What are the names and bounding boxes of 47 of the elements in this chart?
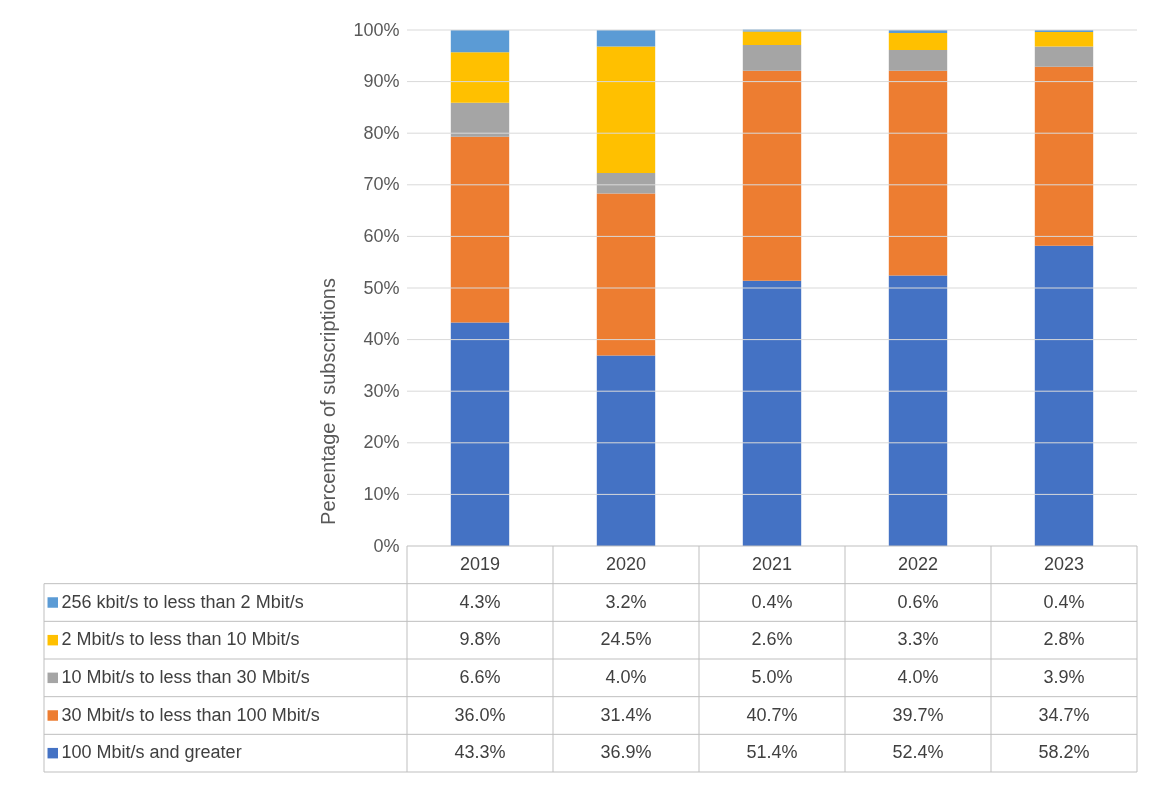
legend-label: 256 kbit/s to less than 2 Mbit/s bbox=[61, 591, 304, 612]
data-label: 43.3% bbox=[454, 742, 506, 763]
y-tick-label: 40% bbox=[363, 329, 400, 350]
x-tick-label: 2020 bbox=[605, 553, 647, 574]
y-axis-title: Percentage of subscriptions bbox=[317, 278, 340, 525]
data-label: 4.0% bbox=[605, 666, 647, 687]
data-label: 6.6% bbox=[459, 666, 501, 687]
data-label: 39.7% bbox=[892, 704, 944, 725]
x-tick-label: 2019 bbox=[459, 553, 501, 574]
y-tick-label: 10% bbox=[363, 483, 400, 504]
data-label: 5.0% bbox=[751, 666, 793, 687]
data-label: 40.7% bbox=[746, 704, 798, 725]
y-tick-label: 70% bbox=[363, 174, 400, 195]
y-tick-label: 20% bbox=[363, 432, 400, 453]
x-tick-label: 2021 bbox=[751, 553, 793, 574]
x-tick-label: 2022 bbox=[897, 553, 939, 574]
x-tick-label: 2023 bbox=[1043, 553, 1085, 574]
data-label: 3.2% bbox=[605, 591, 647, 612]
legend-label: 30 Mbit/s to less than 100 Mbit/s bbox=[61, 704, 320, 725]
data-label: 0.4% bbox=[1043, 591, 1085, 612]
data-label: 4.3% bbox=[459, 591, 501, 612]
data-label: 2.6% bbox=[751, 629, 793, 650]
legend-label: 10 Mbit/s to less than 30 Mbit/s bbox=[61, 666, 310, 687]
data-label: 36.9% bbox=[600, 742, 652, 763]
data-label: 3.3% bbox=[897, 629, 939, 650]
data-label: 0.4% bbox=[751, 591, 793, 612]
y-tick-label: 60% bbox=[363, 225, 400, 246]
y-tick-label: 100% bbox=[353, 19, 400, 40]
y-tick-label: 30% bbox=[363, 380, 400, 401]
data-label: 3.9% bbox=[1043, 666, 1085, 687]
data-label: 9.8% bbox=[459, 629, 501, 650]
legend-label: 100 Mbit/s and greater bbox=[61, 742, 242, 763]
y-tick-label: 50% bbox=[363, 277, 400, 298]
y-tick-label: 90% bbox=[363, 71, 400, 92]
data-label: 0.6% bbox=[897, 591, 939, 612]
data-label: 31.4% bbox=[600, 704, 652, 725]
data-label: 51.4% bbox=[746, 742, 798, 763]
data-label: 52.4% bbox=[892, 742, 944, 763]
legend-label: 2 Mbit/s to less than 10 Mbit/s bbox=[61, 629, 300, 650]
data-label: 34.7% bbox=[1038, 704, 1090, 725]
data-label: 24.5% bbox=[600, 629, 652, 650]
data-label: 2.8% bbox=[1043, 629, 1085, 650]
data-label: 58.2% bbox=[1038, 742, 1090, 763]
y-tick-label: 80% bbox=[363, 122, 400, 143]
data-label: 36.0% bbox=[454, 704, 506, 725]
data-label: 4.0% bbox=[897, 666, 939, 687]
y-tick-label: 0% bbox=[373, 535, 400, 556]
